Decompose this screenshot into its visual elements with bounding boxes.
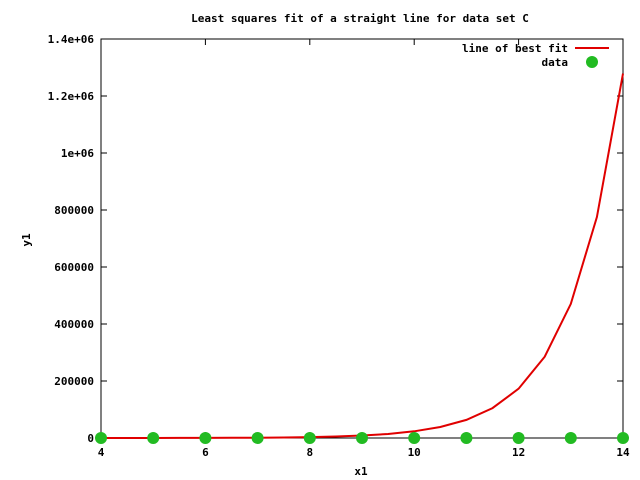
y-axis-label: y1 [20,233,33,247]
data-point [512,432,525,444]
legend-swatch-data [586,56,598,68]
data-point [199,432,212,444]
data-point [303,432,316,444]
x-tick-label: 14 [616,446,630,459]
y-tick-label: 1.4e+06 [48,33,95,46]
series-line-of-best-fit [101,73,624,439]
y-tick-label: 800000 [54,204,94,217]
x-tick-label: 8 [306,446,313,459]
y-tick-label: 200000 [54,375,94,388]
x-tick-label: 10 [408,446,421,459]
series-layer [95,73,629,444]
chart-title: Least squares fit of a straight line for… [191,12,529,25]
y-axis: 0 200000 400000 600000 800000 1e+06 1.2e+06 1.4… [48,33,623,445]
data-point [408,432,421,444]
data-point [617,432,629,444]
x-tick-label: 4 [98,446,105,459]
plot-area [100,38,624,439]
data-point [95,432,107,444]
y-tick-label: 1e+06 [61,147,94,160]
data-point [147,432,160,444]
y-tick-label: 600000 [54,261,94,274]
legend-label-data: data [542,56,569,69]
y-tick-label: 400000 [54,318,94,331]
legend: line of best fit data [462,42,609,69]
x-tick-label: 12 [512,446,525,459]
x-tick-label: 6 [202,446,209,459]
legend-label-line-of-best-fit: line of best fit [462,42,568,55]
data-point [251,432,264,444]
y-tick-label: 1.2e+06 [48,90,95,103]
data-point [356,432,368,444]
x-axis: 4 6 8 10 12 14 [98,39,630,459]
data-point [564,432,577,444]
x-axis-label: x1 [354,465,368,478]
data-point [460,432,473,444]
y-tick-label: 0 [87,432,94,445]
